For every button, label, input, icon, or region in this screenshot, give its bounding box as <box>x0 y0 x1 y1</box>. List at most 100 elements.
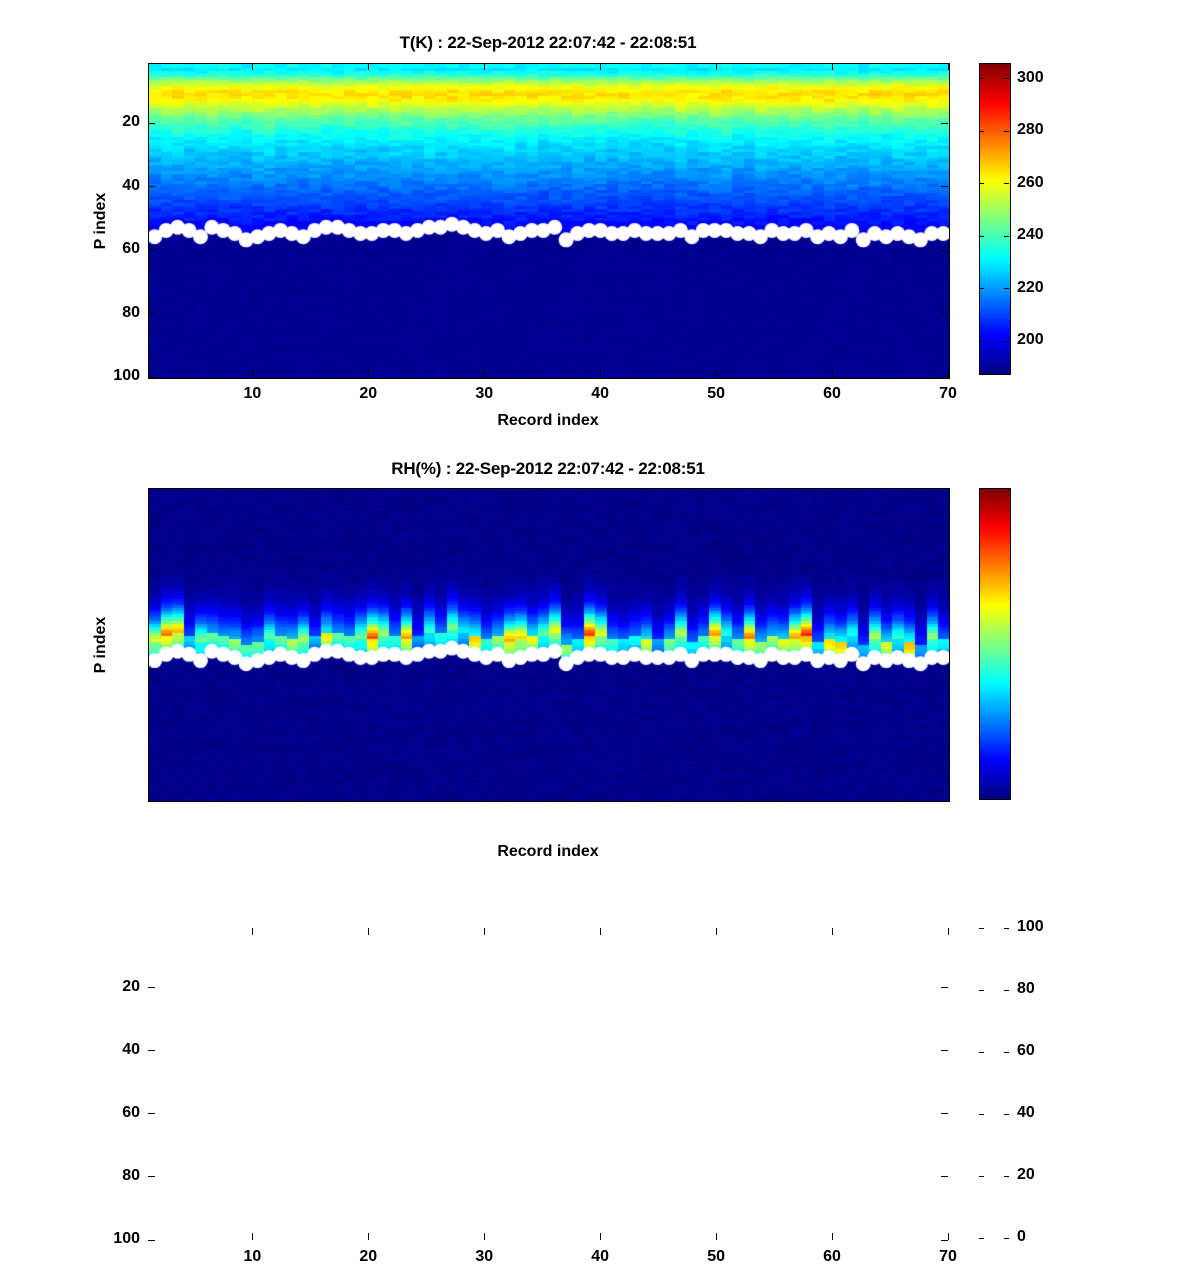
colorbar-tick-mark-left <box>979 340 984 342</box>
colorbar-tick-mark-left <box>979 1237 984 1239</box>
humidity-panel: RH(%) : 22-Sep-2012 22:07:42 - 22:08:51 … <box>0 440 1200 1265</box>
colorbar-tick-mark-left <box>979 1113 984 1115</box>
colorbar-tick-label: 240 <box>1017 226 1044 244</box>
y-tick-label: 20 <box>122 113 140 131</box>
x-tick-mark-top <box>251 928 253 935</box>
colorbar-tick-mark-left <box>979 288 984 290</box>
x-tick-mark <box>251 370 253 377</box>
x-tick-mark-top <box>483 928 485 935</box>
x-tick-mark-top <box>715 928 717 935</box>
y-tick-mark <box>148 313 155 315</box>
y-tick-label: 80 <box>122 303 140 321</box>
colorbar-tick-label: 80 <box>1017 980 1035 997</box>
y-tick-mark-right <box>941 122 948 124</box>
x-tick-label: 70 <box>939 385 957 402</box>
y-tick-label: 60 <box>122 240 140 258</box>
temperature-plot-title: T(K) : 22-Sep-2012 22:07:42 - 22:08:51 <box>399 33 697 52</box>
colorbar-tick-label: 280 <box>1017 121 1044 139</box>
colorbar-tick-mark-right <box>1004 989 1009 991</box>
y-tick-label: 100 <box>113 367 140 384</box>
colorbar-tick-mark-right <box>1004 235 1009 237</box>
x-tick-mark-top <box>947 63 949 70</box>
x-tick-label: 20 <box>359 385 378 402</box>
x-tick-mark <box>715 1233 717 1240</box>
colorbar-tick-label: 100 <box>1017 918 1044 935</box>
y-tick-mark <box>148 122 155 124</box>
x-tick-label: 60 <box>823 385 841 402</box>
colorbar-tick-mark-right <box>1004 288 1009 290</box>
y-tick-label: 80 <box>122 1166 140 1184</box>
colorbar-tick-mark-left <box>979 927 984 929</box>
humidity-colorbar <box>979 488 1011 800</box>
colorbar-tick-mark-left <box>979 183 984 185</box>
temperature-colorbar-gradient <box>980 64 1010 374</box>
x-tick-mark <box>367 1233 369 1240</box>
x-tick-label: 50 <box>707 1248 725 1265</box>
x-tick-mark <box>715 370 717 377</box>
colorbar-tick-mark-right <box>1004 927 1009 929</box>
y-tick-label: 20 <box>122 977 140 995</box>
x-tick-label: 10 <box>243 385 262 402</box>
y-tick-mark <box>148 1050 155 1052</box>
colorbar-tick-mark-right <box>1004 130 1009 132</box>
y-tick-label: 60 <box>122 1103 140 1121</box>
colorbar-tick-mark-left <box>979 130 984 132</box>
y-tick-mark <box>148 376 155 378</box>
colorbar-tick-mark-left <box>979 78 984 80</box>
colorbar-tick-mark-right <box>1004 1175 1009 1177</box>
temperature-y-axis-label: P index <box>92 192 109 250</box>
colorbar-tick-mark-right <box>1004 1237 1009 1239</box>
temperature-x-axis-label: Record index <box>497 412 599 429</box>
colorbar-tick-label: 300 <box>1017 68 1044 86</box>
x-tick-mark <box>367 370 369 377</box>
x-tick-mark-top <box>831 928 833 935</box>
x-tick-label: 60 <box>823 1248 841 1265</box>
y-tick-mark-right <box>941 1113 948 1115</box>
x-tick-mark-top <box>251 63 253 70</box>
x-tick-mark <box>251 1233 253 1240</box>
colorbar-tick-label: 0 <box>1017 1228 1026 1245</box>
y-tick-mark <box>148 249 155 251</box>
x-tick-label: 30 <box>475 1248 494 1265</box>
colorbar-tick-mark-right <box>1004 340 1009 342</box>
temperature-heatmap <box>149 64 949 378</box>
x-tick-mark-top <box>367 63 369 70</box>
y-tick-mark <box>148 186 155 188</box>
temperature-axes <box>148 63 950 379</box>
colorbar-tick-mark-right <box>1004 78 1009 80</box>
x-tick-mark-top <box>947 928 949 935</box>
colorbar-tick-label: 220 <box>1017 278 1044 296</box>
x-tick-mark <box>947 1233 949 1240</box>
humidity-plot-title: RH(%) : 22-Sep-2012 22:07:42 - 22:08:51 <box>391 459 705 478</box>
y-tick-mark <box>148 1239 155 1241</box>
x-tick-mark <box>831 1233 833 1240</box>
y-tick-mark <box>148 1176 155 1178</box>
humidity-heatmap <box>149 489 949 801</box>
colorbar-tick-label: 260 <box>1017 173 1044 191</box>
y-tick-mark-right <box>941 376 948 378</box>
figure-canvas: T(K) : 22-Sep-2012 22:07:42 - 22:08:51 2… <box>0 33 1200 1265</box>
colorbar-tick-label: 20 <box>1017 1166 1035 1183</box>
x-tick-mark-top <box>367 928 369 935</box>
colorbar-tick-mark-right <box>1004 1113 1009 1115</box>
colorbar-tick-mark-left <box>979 235 984 237</box>
x-tick-label: 30 <box>475 385 494 402</box>
colorbar-tick-label: 60 <box>1017 1042 1035 1059</box>
humidity-axes <box>148 488 950 802</box>
x-tick-mark <box>599 370 601 377</box>
x-tick-mark <box>483 370 485 377</box>
y-tick-mark-right <box>941 249 948 251</box>
x-tick-label: 20 <box>359 1248 378 1265</box>
colorbar-tick-label: 40 <box>1017 1104 1035 1121</box>
y-tick-mark <box>148 987 155 989</box>
humidity-x-axis-label: Record index <box>497 843 599 860</box>
humidity-y-axis-label: P index <box>92 616 109 674</box>
x-tick-mark <box>599 1233 601 1240</box>
x-tick-mark <box>483 1233 485 1240</box>
y-tick-mark-right <box>941 987 948 989</box>
colorbar-tick-mark-right <box>1004 1051 1009 1053</box>
x-tick-mark-top <box>483 63 485 70</box>
colorbar-tick-mark-left <box>979 1051 984 1053</box>
x-tick-label: 10 <box>243 1248 262 1265</box>
x-tick-mark <box>947 370 949 377</box>
